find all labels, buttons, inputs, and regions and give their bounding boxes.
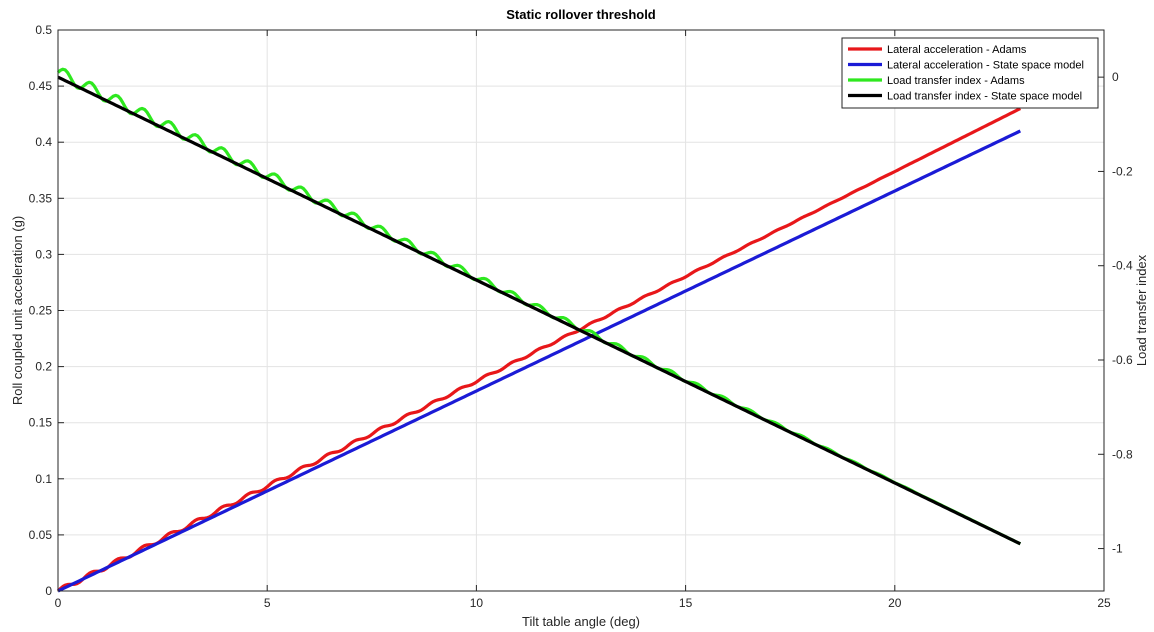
y-tick-label: 0.05 <box>29 528 53 542</box>
y-tick-label: 0.5 <box>35 23 52 37</box>
x-tick-label: 5 <box>264 596 271 610</box>
legend-item-label: Load transfer index - State space model <box>887 91 1082 103</box>
y-tick-label: 0.2 <box>35 360 52 374</box>
y2-tick-label: -0.8 <box>1112 447 1133 461</box>
y2-tick-label: -1 <box>1112 542 1123 556</box>
legend-item-label: Load transfer index - Adams <box>887 75 1025 87</box>
y-tick-label: 0.4 <box>35 135 52 149</box>
x-tick-label: 10 <box>470 596 484 610</box>
x-axis-label: Tilt table angle (deg) <box>522 614 640 629</box>
y-ticks: 0 0.05 0.1 0.15 0.2 0.25 0.3 0.35 0.4 0.45 0.5 <box>29 23 64 598</box>
chart-title: Static rollover threshold <box>506 7 656 22</box>
series-line-0 <box>56 107 1022 593</box>
y2-tick-label: -0.4 <box>1112 259 1133 273</box>
y-tick-label: 0.35 <box>29 191 53 205</box>
y-tick-label: 0.3 <box>35 247 52 261</box>
series-line-3 <box>57 75 1022 546</box>
y-tick-label: 0.45 <box>29 79 53 93</box>
y2-tick-label: -0.2 <box>1112 164 1133 178</box>
x-tick-label: 15 <box>679 596 693 610</box>
y-tick-label: 0.25 <box>29 304 53 318</box>
series-line-1 <box>57 129 1022 593</box>
series-lines <box>56 67 1022 593</box>
x-tick-label: 25 <box>1097 596 1111 610</box>
legend: Lateral acceleration - Adams Lateral acce… <box>841 37 1099 109</box>
y-axis-label: Roll coupled unit acceleration (g) <box>10 216 25 405</box>
legend-item-label: Lateral acceleration - Adams <box>887 44 1027 56</box>
y-tick-label: 0 <box>45 584 52 598</box>
y2-ticks: -1 -0.8 -0.6 -0.4 -0.2 0 <box>1098 70 1133 556</box>
legend-item-label: Lateral acceleration - State space model <box>887 60 1084 72</box>
x-tick-label: 20 <box>888 596 902 610</box>
y2-axis-label: Load transfer index <box>1134 254 1149 366</box>
y-tick-label: 0.1 <box>35 472 52 486</box>
y2-tick-label: 0 <box>1112 70 1119 84</box>
x-tick-label: 0 <box>55 596 62 610</box>
y-tick-label: 0.15 <box>29 416 53 430</box>
grid <box>58 30 1104 591</box>
x-ticks: 0 5 10 15 20 25 <box>55 30 1111 610</box>
y2-tick-label: -0.6 <box>1112 353 1133 367</box>
legend-box <box>841 37 1099 109</box>
